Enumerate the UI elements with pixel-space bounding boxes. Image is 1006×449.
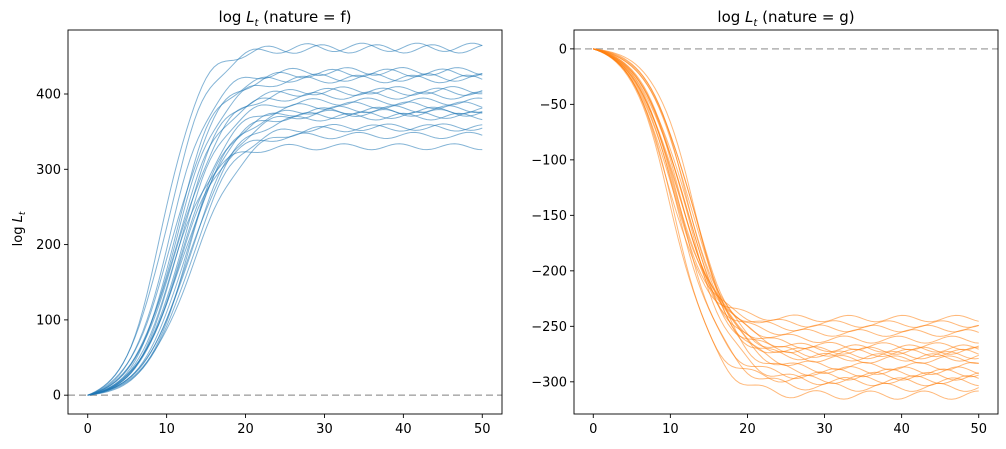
x-tick-label-g-40: 40: [893, 422, 910, 437]
series-line-g-19: [593, 48, 979, 353]
y-tick-label-g-m50: −50: [540, 98, 567, 113]
series-line-f-1: [87, 44, 483, 396]
series-line-g-15: [593, 48, 979, 385]
x-tick-label-f-10: 10: [158, 422, 175, 437]
x-tick-label-f-0: 0: [84, 422, 92, 437]
y-tick-label-g-m200: −200: [531, 264, 567, 279]
series-layer-g: [593, 48, 979, 400]
y-tick-label-g-m100: −100: [531, 153, 567, 168]
y-tick-label-f-400: 400: [36, 88, 61, 103]
series-line-f-19: [87, 108, 483, 396]
series-line-f-17: [87, 131, 483, 396]
series-line-f-3: [87, 67, 483, 396]
x-tick-label-g-50: 50: [970, 422, 987, 437]
chart-f: log Lt (nature = f) log Lt 0 10 20 30 40 50 0…: [11, 8, 503, 437]
y-tick-label-g-m250: −250: [531, 320, 567, 335]
chart-title-f: log Lt (nature = f): [219, 8, 352, 29]
series-line-g-17: [593, 48, 979, 392]
y-tick-label-g-m150: −150: [531, 209, 567, 224]
x-tick-label-g-10: 10: [662, 422, 679, 437]
series-line-g-18: [593, 48, 979, 400]
series-line-g-2: [593, 48, 979, 328]
x-tick-label-f-20: 20: [237, 422, 254, 437]
series-line-g-1: [593, 48, 979, 323]
series-line-f-18: [87, 143, 483, 396]
series-line-f-20: [87, 91, 483, 396]
x-axis-g: 0 10 20 30 40 50: [589, 414, 987, 437]
y-axis-f: 0 100 200 300 400: [36, 88, 68, 404]
y-tick-label-f-300: 300: [36, 163, 61, 178]
x-tick-label-g-0: 0: [589, 422, 597, 437]
series-line-f-16: [87, 124, 483, 396]
chart-g: log Lt (nature = g) 0 10 20 30 40 50 0 −50 −100…: [531, 8, 999, 437]
series-line-f-8: [87, 87, 483, 396]
series-line-f-2: [87, 42, 483, 396]
x-tick-label-g-30: 30: [816, 422, 833, 437]
y-tick-label-f-0: 0: [53, 389, 61, 404]
x-tick-label-f-40: 40: [395, 422, 412, 437]
series-layer-f: [87, 42, 483, 396]
x-axis-f: 0 10 20 30 40 50: [84, 414, 491, 437]
plot-frame-f: [67, 29, 503, 415]
y-axis-label-f: log Lt: [11, 211, 28, 246]
series-line-g-9: [593, 48, 979, 360]
series-line-f-7: [87, 86, 483, 396]
plot-frame-g: [573, 29, 999, 415]
y-tick-label-f-100: 100: [36, 313, 61, 328]
series-line-g-14: [593, 48, 979, 381]
y-tick-label-g-m300: −300: [531, 375, 567, 390]
series-line-g-16: [593, 48, 979, 387]
y-axis-g: 0 −50 −100 −150 −200 −250 −300: [531, 42, 574, 390]
series-line-g-12: [593, 48, 979, 376]
x-tick-label-f-50: 50: [474, 422, 491, 437]
x-tick-label-g-20: 20: [739, 422, 756, 437]
series-line-f-13: [87, 111, 483, 396]
series-line-g-20: [593, 48, 979, 364]
chart-title-g: log Lt (nature = g): [717, 8, 854, 29]
y-tick-label-g-0: 0: [559, 42, 567, 57]
series-line-f-9: [87, 97, 483, 396]
y-tick-label-f-200: 200: [36, 238, 61, 253]
x-tick-label-f-30: 30: [316, 422, 333, 437]
